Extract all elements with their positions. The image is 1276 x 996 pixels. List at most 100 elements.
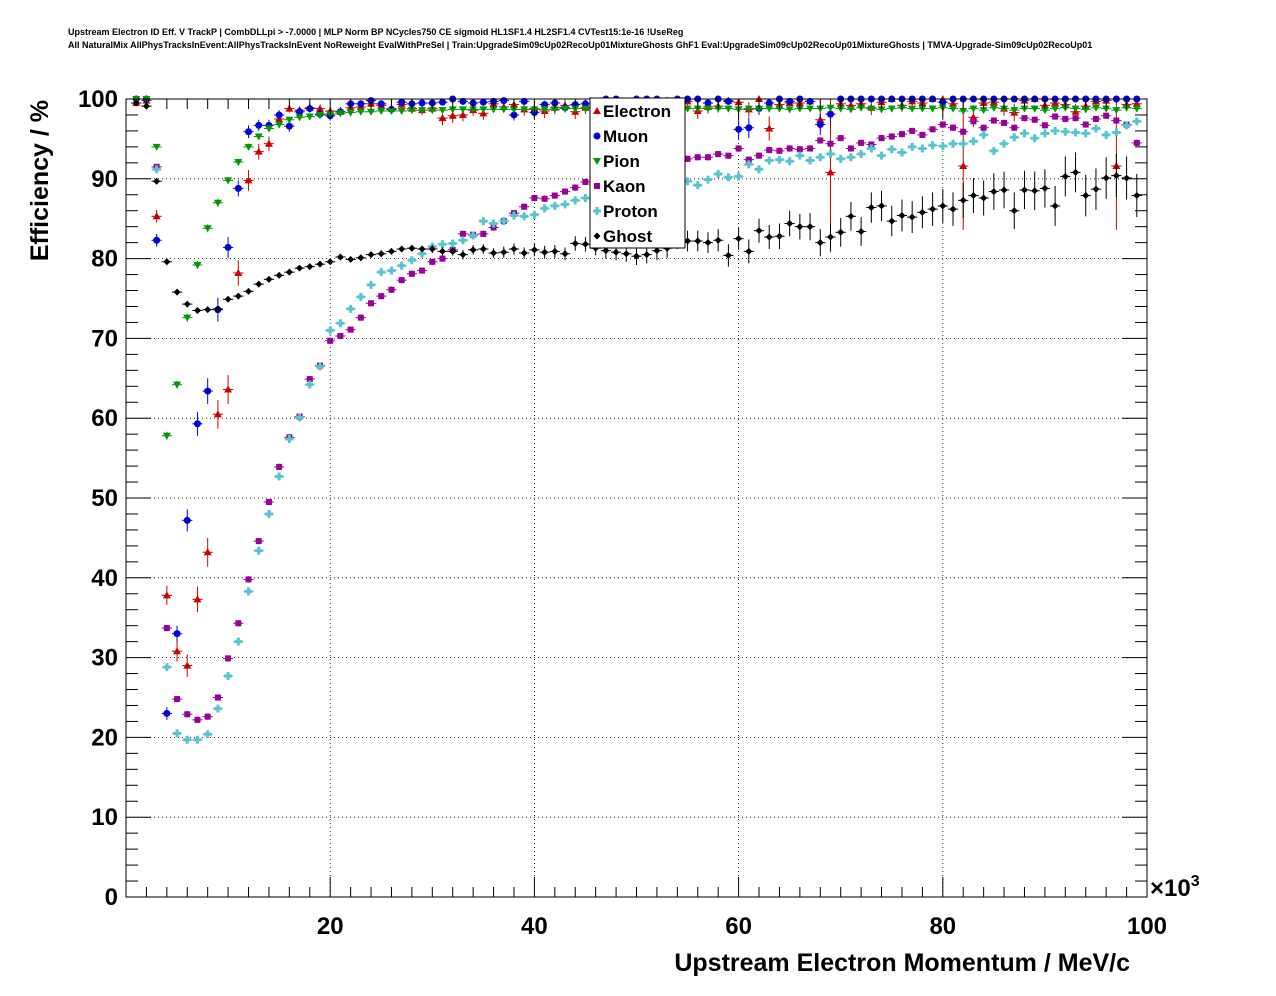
data-point [960, 128, 967, 135]
data-point [408, 244, 416, 252]
data-point [581, 240, 589, 248]
data-point [878, 202, 886, 210]
data-point [387, 107, 396, 115]
data-point [1031, 116, 1038, 123]
data-point [847, 145, 854, 152]
data-point [174, 696, 181, 703]
data-point [347, 255, 355, 263]
data-point [173, 729, 182, 738]
data-point [520, 212, 529, 221]
data-point [367, 280, 376, 289]
data-point [204, 387, 212, 395]
data-point [1000, 186, 1008, 194]
data-point [1132, 105, 1141, 113]
data-point [1011, 124, 1018, 131]
data-point [225, 655, 232, 662]
data-point [285, 116, 294, 124]
data-point [203, 548, 212, 556]
data-point [1081, 106, 1090, 114]
data-point [458, 106, 467, 114]
data-point [315, 104, 324, 112]
data-point [152, 143, 161, 151]
data-point [703, 105, 712, 113]
data-point [357, 314, 364, 321]
axes: 20 40 60 80 100 0 10 20 30 40 50 60 70 80 90 100 [78, 86, 1167, 940]
data-point [541, 101, 549, 109]
data-point [1122, 121, 1131, 130]
data-point [275, 472, 284, 481]
data-point [939, 121, 946, 128]
data-point [152, 212, 161, 220]
data-point [439, 98, 447, 106]
data-point [479, 98, 487, 106]
data-point [1071, 128, 1080, 137]
data-point [326, 258, 334, 266]
data-point [1051, 126, 1060, 135]
data-point [765, 233, 773, 241]
data-point [979, 107, 988, 115]
legend-marker-electron [593, 107, 601, 114]
data-point [846, 153, 855, 162]
legend-label-proton: Proton [603, 202, 658, 221]
data-point [346, 304, 355, 313]
legend-marker-kaon [594, 183, 600, 189]
data-point [531, 194, 538, 201]
data-point [715, 151, 722, 158]
data-point [213, 199, 222, 207]
data-point [724, 105, 733, 113]
data-point [734, 172, 743, 181]
data-point [990, 117, 997, 124]
data-point [306, 376, 313, 383]
y-tick-label: 100 [78, 86, 118, 113]
data-point [561, 200, 570, 209]
data-point [438, 114, 447, 122]
y-tick-label: 90 [91, 166, 118, 193]
data-point [795, 151, 804, 160]
data-point [826, 104, 835, 112]
data-point [1061, 127, 1070, 136]
data-point [817, 137, 824, 144]
data-point [1020, 129, 1029, 138]
data-point [1040, 107, 1049, 115]
data-point [950, 124, 957, 131]
data-point [704, 239, 712, 247]
data-point [908, 142, 917, 151]
data-point [153, 177, 161, 185]
data-point [693, 181, 702, 190]
data-point [132, 99, 140, 107]
data-point [1102, 174, 1110, 182]
legend: Electron Muon Pion Kaon Proton Ghost [589, 97, 686, 249]
data-point [765, 105, 774, 113]
data-point [398, 245, 406, 253]
data-point [244, 176, 253, 184]
data-point [826, 168, 835, 176]
data-point [612, 248, 620, 256]
data-point [1082, 192, 1090, 200]
data-point [428, 245, 436, 253]
data-point [234, 637, 243, 646]
data-point [419, 267, 426, 274]
data-point [357, 254, 365, 262]
series-ghost [131, 99, 1142, 314]
data-point [305, 113, 314, 121]
data-point [704, 154, 711, 161]
data-point [806, 105, 815, 113]
data-point [786, 97, 794, 105]
data-point [1123, 174, 1131, 182]
y-tick-label: 40 [91, 565, 118, 592]
data-point [418, 249, 427, 258]
data-point [336, 253, 344, 261]
data-point [735, 125, 743, 133]
data-point [193, 735, 202, 744]
data-point [162, 663, 171, 672]
data-point [152, 165, 161, 174]
data-point [407, 256, 416, 265]
data-point [867, 144, 876, 153]
data-point [938, 142, 947, 151]
data-point [337, 333, 344, 340]
data-point [1031, 187, 1039, 195]
data-point [213, 704, 222, 713]
data-point [877, 151, 886, 160]
data-point [562, 188, 569, 195]
data-point [959, 162, 968, 170]
